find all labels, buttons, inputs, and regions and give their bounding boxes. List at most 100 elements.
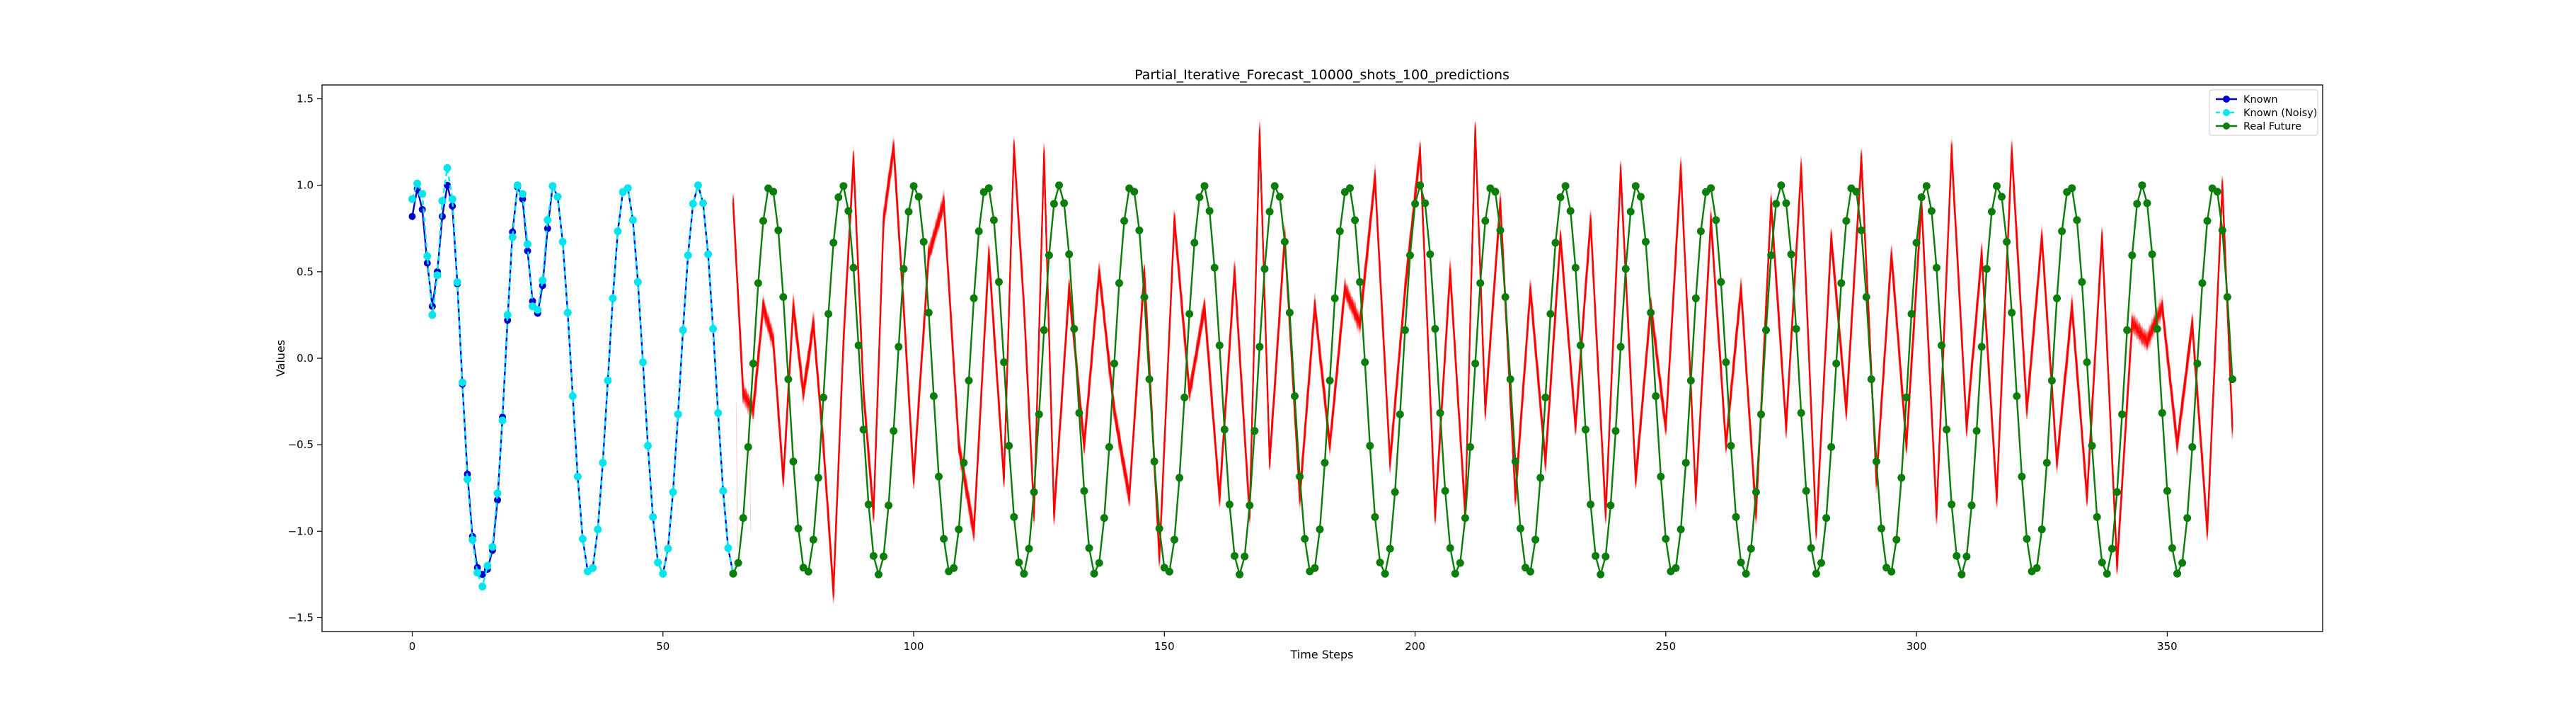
series-point [458, 378, 466, 387]
series-point [1802, 486, 1810, 495]
series-point [754, 279, 762, 287]
series-point [2178, 559, 2187, 567]
series-point [1110, 360, 1118, 367]
series-point [1220, 426, 1229, 434]
series-point [1626, 207, 1635, 216]
series-point [1892, 535, 1901, 544]
series-point [1210, 263, 1219, 272]
series-point [1406, 251, 1414, 260]
series-point [1541, 393, 1550, 401]
series-point [935, 472, 943, 481]
series-point [2188, 442, 2197, 451]
series-point [1376, 559, 1384, 566]
series-point [2158, 409, 2166, 417]
series-point [669, 488, 677, 496]
series-point [1260, 265, 1269, 273]
series-point [2123, 326, 2132, 334]
series-point [940, 535, 948, 543]
x-tick-label: 150 [1154, 640, 1175, 653]
series-point [1185, 309, 1194, 318]
series-point [2073, 216, 2081, 224]
series-point [1145, 375, 1154, 384]
series-point [984, 184, 993, 193]
series-line [411, 168, 735, 590]
x-tick-label: 200 [1405, 640, 1425, 653]
series-point [749, 360, 757, 367]
series-point [1130, 188, 1139, 196]
series-point [2088, 442, 2096, 450]
series-point [408, 195, 416, 203]
series-point [1967, 501, 1976, 510]
series-point [1140, 293, 1149, 301]
series-point [1857, 226, 1865, 234]
series-point [880, 552, 887, 561]
series-point [1993, 182, 2001, 190]
series-point [924, 309, 933, 317]
series-point [859, 426, 868, 434]
x-tick-label: 0 [409, 640, 416, 653]
series-point [774, 226, 783, 234]
series-point [568, 392, 577, 400]
series-point [1321, 459, 1329, 467]
series-point [1115, 279, 1123, 287]
series-point [1767, 251, 1776, 260]
series-point [1175, 474, 1184, 482]
series-point [1265, 207, 1274, 216]
series-point [844, 207, 853, 215]
series-point [1301, 535, 1309, 543]
series-point [1696, 227, 1705, 236]
series-point [1556, 193, 1565, 202]
series-point [1291, 392, 1299, 400]
series-point [1592, 552, 1600, 560]
series-point [804, 567, 812, 576]
series-point [578, 535, 587, 543]
series-point [1551, 239, 1560, 247]
series-point [1401, 326, 1409, 334]
series-point [1100, 514, 1108, 523]
series-point [488, 542, 497, 551]
series-point [1842, 217, 1851, 225]
series-point [1326, 377, 1334, 384]
series-point [1606, 501, 1615, 510]
series-point [478, 583, 487, 590]
series-point [1812, 569, 1820, 578]
series-point [649, 513, 657, 521]
series-point [418, 190, 427, 198]
series-point [955, 525, 963, 534]
series-point [1576, 341, 1585, 350]
series-point [1065, 250, 1074, 258]
series-point [839, 182, 848, 190]
series-point [1436, 409, 1444, 417]
y-tick-label: 0.0 [297, 352, 314, 365]
series-point [2042, 459, 2051, 467]
series-point [1030, 488, 1038, 496]
series-point [2037, 525, 2046, 534]
series-point [744, 442, 752, 451]
series-point [1225, 501, 1234, 508]
series-point [1055, 181, 1063, 190]
series-point [1190, 239, 1199, 247]
series-point [995, 278, 1003, 286]
series-point [1396, 410, 1404, 418]
series-point [644, 442, 652, 450]
series-point [553, 193, 562, 201]
series-point [438, 197, 447, 205]
series-point [1531, 535, 1540, 544]
series-point [965, 377, 973, 384]
series-point [1912, 239, 1921, 247]
series-point [1817, 559, 1825, 567]
real-future-layer [729, 181, 2236, 578]
series-point [423, 252, 432, 261]
series-point [1681, 459, 1690, 467]
series-point [1516, 525, 1524, 532]
series-point [628, 216, 637, 224]
series-point [494, 496, 501, 504]
series-point [1777, 181, 1786, 190]
series-point [1366, 442, 1374, 450]
series-point [1511, 457, 1519, 466]
series-point [1120, 217, 1129, 225]
series-point [1441, 486, 1449, 495]
series-point [599, 459, 607, 467]
